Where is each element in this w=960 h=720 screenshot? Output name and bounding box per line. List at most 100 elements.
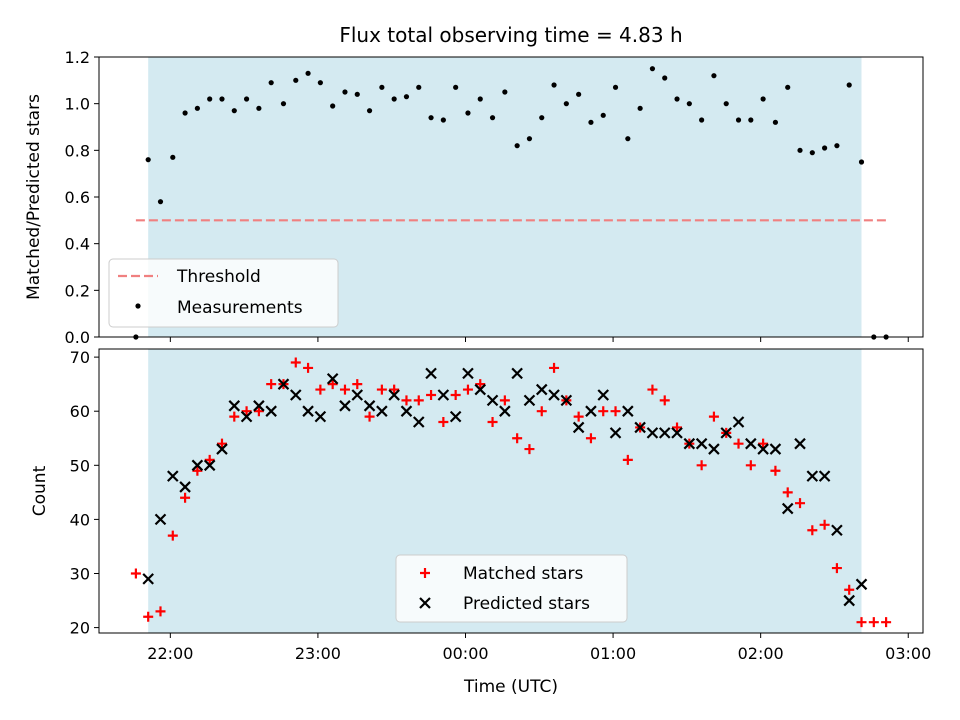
measurement-point <box>317 80 323 86</box>
predicted-star-point <box>240 410 253 423</box>
measurement-point <box>858 159 865 165</box>
legend-matched-label: Matched stars <box>463 564 583 584</box>
predicted-star-point <box>597 389 610 401</box>
x-tick-label: 23:00 <box>295 644 341 663</box>
measurement-point <box>588 119 594 125</box>
measurement-point <box>526 136 533 142</box>
predicted-star-point <box>216 443 228 455</box>
measurement-point <box>157 199 164 205</box>
legend-box <box>108 258 339 328</box>
measurement-point <box>207 96 213 102</box>
matched-star-point <box>364 411 375 422</box>
measurement-point <box>625 136 631 142</box>
predicted-star-point <box>572 421 585 434</box>
measurement-point <box>280 101 287 107</box>
x-tick-label: 02:00 <box>738 644 784 663</box>
measurement-point <box>219 96 225 102</box>
matched-star-point <box>696 460 707 471</box>
predicted-star-point <box>326 372 339 385</box>
matched-star-point <box>426 389 437 400</box>
predicted-star-point <box>535 383 548 396</box>
predicted-star-point <box>314 410 327 423</box>
y-tick-label: 0.2 <box>65 281 90 300</box>
measurement-point <box>428 115 434 121</box>
series-measurements <box>133 66 889 340</box>
matched-star-point <box>844 584 855 595</box>
predicted-star-point <box>437 389 450 401</box>
matched-star-point <box>487 417 498 428</box>
measurement-point <box>182 110 188 116</box>
matched-star-point <box>868 617 879 628</box>
measurement-point <box>772 119 779 125</box>
measurement-point <box>846 82 852 88</box>
matched-star-point <box>229 411 240 422</box>
predicted-star-point <box>167 470 179 482</box>
measurement-point <box>785 84 791 90</box>
matched-star-point <box>462 384 473 395</box>
matched-star-point <box>819 519 830 530</box>
measurement-point <box>391 96 397 102</box>
predicted-star-point <box>831 524 843 536</box>
matched-star-point <box>831 563 842 574</box>
matched-star-point <box>180 492 191 503</box>
predicted-star-point <box>609 427 622 439</box>
series-matched-stars <box>130 357 892 628</box>
measurement-point <box>231 108 237 114</box>
legend: Threshold Measurements <box>108 258 339 328</box>
x-tick-label: 03:00 <box>885 644 931 663</box>
matched-star-point <box>549 362 560 373</box>
matched-star-point <box>315 384 326 395</box>
matched-star-point <box>610 406 621 417</box>
predicted-star-point <box>757 443 769 455</box>
matched-star-point <box>733 438 744 449</box>
predicted-star-point <box>376 405 388 417</box>
measurement-point <box>723 101 729 107</box>
predicted-star-point <box>818 470 831 482</box>
measurement-point <box>440 117 446 123</box>
measurement-point <box>612 84 619 90</box>
predicted-star-point <box>781 502 794 515</box>
legend-box <box>395 554 628 623</box>
measurement-point <box>797 147 803 153</box>
matched-star-point <box>881 617 892 628</box>
measurement-point <box>760 96 766 102</box>
predicted-star-point <box>720 427 733 439</box>
y-axis-label: Count <box>30 465 50 516</box>
matched-star-point <box>573 411 584 422</box>
y-tick-label: 0.8 <box>65 141 90 160</box>
predicted-star-point <box>228 400 241 412</box>
predicted-star-point <box>806 470 819 482</box>
matched-star-point <box>389 384 400 395</box>
predicted-star-point <box>425 367 437 380</box>
matched-star-point <box>524 444 535 455</box>
matched-star-point <box>167 530 178 541</box>
matched-star-point <box>647 384 658 395</box>
measurement-point <box>748 117 754 123</box>
y-tick-label: 50 <box>70 456 90 475</box>
predicted-star-point <box>523 394 536 407</box>
predicted-star-point <box>769 443 782 455</box>
measurement-point <box>834 143 840 149</box>
y-tick-label: 20 <box>70 619 90 638</box>
matched-star-point <box>499 395 510 406</box>
predicted-star-point <box>203 459 216 472</box>
y-tick-label: 0.0 <box>65 328 90 347</box>
series-predicted-stars <box>142 367 868 607</box>
matched-star-point <box>204 454 215 465</box>
y-tick-label: 0.6 <box>65 188 90 207</box>
measurement-point <box>502 89 508 95</box>
measurement-point <box>194 105 200 111</box>
measurement-point <box>342 89 348 95</box>
legend-matched-swatch <box>420 568 430 578</box>
predicted-star-point <box>486 394 499 407</box>
predicted-star-point <box>708 443 720 455</box>
predicted-star-point <box>142 573 154 585</box>
predicted-star-point <box>339 400 351 412</box>
matched-star-point <box>253 406 264 417</box>
predicted-star-point <box>179 481 191 493</box>
matched-star-point <box>770 465 781 476</box>
measurement-point <box>416 84 422 90</box>
measurement-point <box>379 84 385 90</box>
measurement-point <box>686 101 692 107</box>
